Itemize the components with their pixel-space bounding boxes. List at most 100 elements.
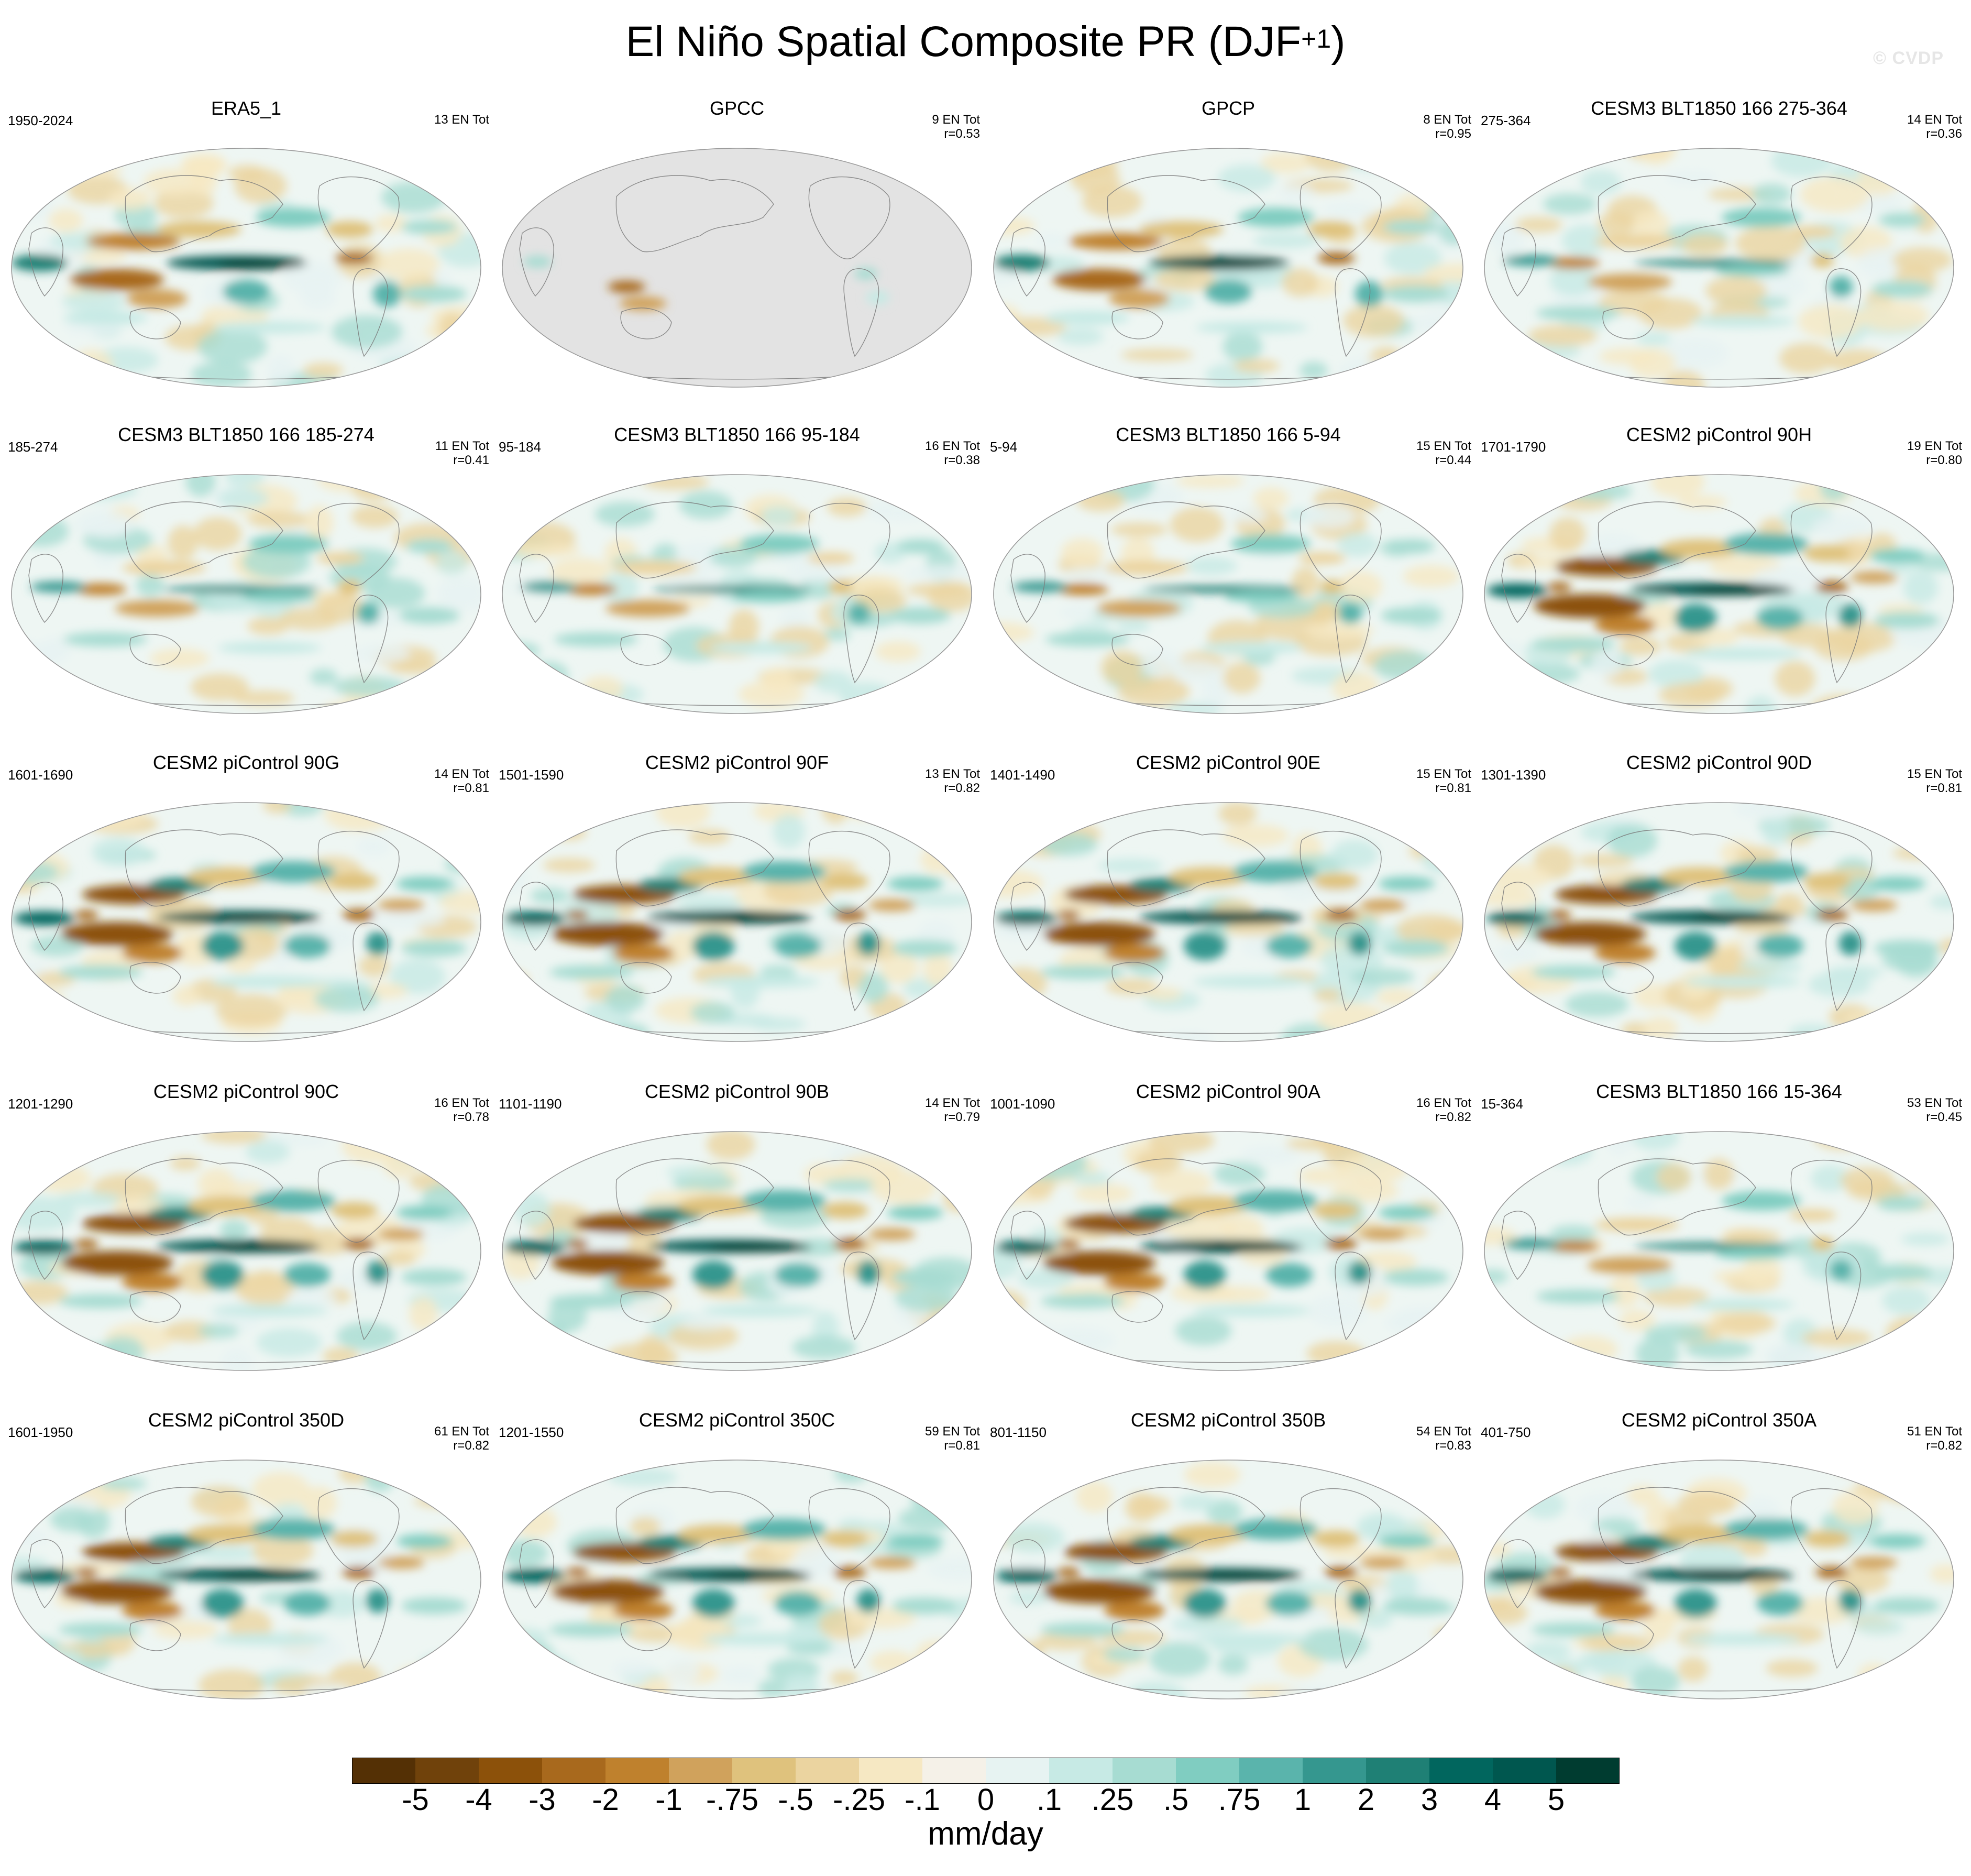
field-cell <box>1929 894 1954 909</box>
anomaly-region <box>554 632 638 647</box>
anomaly-region <box>891 1269 958 1286</box>
field-cell <box>1506 1663 1540 1697</box>
anomaly-region <box>1803 1530 1851 1548</box>
field-cell <box>994 668 1033 684</box>
field-cell <box>1400 1684 1435 1699</box>
coastline <box>1602 308 1654 339</box>
anomaly-region <box>1308 221 1355 238</box>
coastline <box>1825 923 1862 1012</box>
field-cell <box>941 979 972 1000</box>
anomaly-region <box>549 1294 634 1309</box>
field-cell <box>1553 369 1610 387</box>
map-border <box>502 148 972 388</box>
anomaly-region <box>504 1568 566 1583</box>
field-cell <box>191 1486 249 1517</box>
colorbar-swatch <box>479 1758 543 1784</box>
anomaly-region <box>211 1633 328 1645</box>
colorbar-swatch <box>1493 1758 1557 1784</box>
anomaly-region <box>70 269 164 291</box>
field-cell <box>544 1460 578 1483</box>
anomaly-region <box>1265 1263 1313 1287</box>
anomaly-region <box>868 1556 916 1569</box>
anomaly-region <box>122 1601 183 1620</box>
anomaly-region <box>612 1601 674 1620</box>
anomaly-region <box>241 590 317 602</box>
field-cell <box>582 676 623 702</box>
coastline <box>843 595 879 684</box>
anomaly-region <box>732 590 808 602</box>
coastline <box>615 829 774 907</box>
field-cell <box>1184 1462 1241 1488</box>
coastline <box>843 1580 879 1669</box>
anomaly-region <box>1721 1191 1801 1211</box>
field-cell <box>1835 1566 1890 1594</box>
field-cell <box>1331 1180 1399 1203</box>
panel-correlation: r=0.45 <box>1926 1110 1962 1124</box>
field-cell <box>152 1620 218 1639</box>
field-cell <box>322 1347 359 1365</box>
field-cell <box>543 858 596 873</box>
field-cell <box>1117 619 1150 633</box>
panel-title: CESM2 piControl 350C <box>638 1409 835 1431</box>
field-cell <box>207 1181 264 1195</box>
field-cell <box>1337 571 1383 601</box>
field-cell <box>502 1460 531 1496</box>
field-cell <box>1549 1667 1576 1688</box>
anomaly-region <box>709 1571 812 1581</box>
coastline <box>808 176 890 259</box>
panel-events: 15 EN Tot <box>1907 767 1962 781</box>
panel-events: 19 EN Tot <box>1907 439 1962 453</box>
field-cell <box>389 1356 428 1370</box>
anomaly-region <box>1183 1260 1226 1289</box>
field-cell <box>436 550 467 575</box>
field-cell <box>994 345 1041 370</box>
coastline <box>1335 923 1371 1012</box>
anomaly-region <box>741 1518 827 1540</box>
field-cell <box>668 1618 731 1651</box>
field-cell <box>628 1225 660 1257</box>
field-cell <box>1081 704 1136 714</box>
anomaly-region <box>283 1591 331 1616</box>
colorbar-swatch <box>1303 1758 1367 1784</box>
anomaly-region <box>1874 612 1940 629</box>
map-panel: CESM2 piControl 90F 1501-1590 13 EN Tot r=0… <box>491 751 983 1045</box>
anomaly-region <box>331 1202 378 1219</box>
anomaly-region <box>1531 637 1616 652</box>
coastline <box>28 1539 63 1609</box>
field-cell <box>1221 824 1289 848</box>
anomaly-region <box>1588 1257 1672 1274</box>
anomaly-region <box>565 583 618 596</box>
anomaly-region <box>1205 279 1252 304</box>
anomaly-region <box>126 289 188 309</box>
anomaly-region <box>1829 1259 1853 1281</box>
anomaly-region <box>1838 931 1863 956</box>
field-cell <box>1812 514 1873 539</box>
coastline <box>620 308 672 339</box>
field-cell <box>74 510 135 538</box>
anomaly-region <box>1594 944 1656 963</box>
coastline <box>519 554 554 623</box>
panel-title: CESM3 BLT1850 166 5-94 <box>1116 424 1341 445</box>
field-cell <box>1170 507 1224 542</box>
anomaly-region <box>61 922 174 946</box>
field-cell <box>1840 1167 1894 1194</box>
coastline <box>1602 1619 1654 1651</box>
map-border <box>502 1460 972 1699</box>
field-cell <box>242 545 311 579</box>
field-cell <box>198 1669 265 1699</box>
panel-stats: 8 EN Tot r=0.95 <box>1423 113 1471 141</box>
field-cell <box>12 1556 48 1570</box>
field-cell <box>786 1641 839 1655</box>
field-cell <box>57 162 123 178</box>
field-cell <box>354 644 411 663</box>
panel-years: 1601-1690 <box>8 767 73 783</box>
field-cell <box>1300 361 1328 379</box>
chart-title-superscript: +1 <box>1301 24 1331 53</box>
field-cell <box>1735 921 1790 935</box>
field-cell <box>1304 622 1374 639</box>
field-cell <box>1218 1654 1248 1675</box>
coastline <box>808 830 890 914</box>
field-cell <box>351 505 399 528</box>
field-cell <box>1373 651 1436 681</box>
field-cell <box>502 998 569 1027</box>
